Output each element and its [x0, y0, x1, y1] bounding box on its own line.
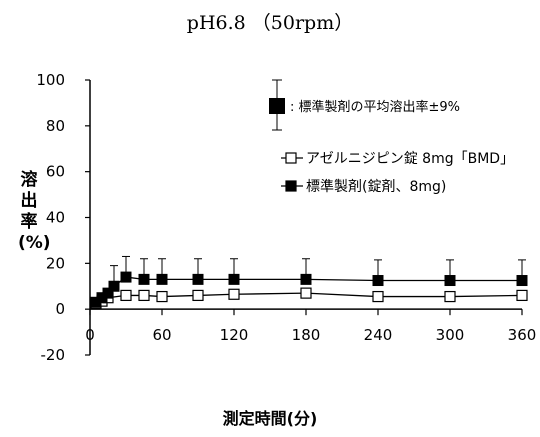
legend-test-label: アゼルニジピン錠 8mg「BMD」 [306, 151, 514, 167]
data-point-test [193, 290, 203, 300]
legend-errorbar-label: : 標準製剤の平均溶出率±9% [290, 99, 460, 115]
y-tick-label: 0 [55, 300, 65, 318]
data-point-reference [121, 272, 131, 282]
data-point-test [229, 289, 239, 299]
y-tick-label: 40 [46, 209, 65, 227]
data-point-reference [157, 274, 167, 284]
data-point-reference [109, 281, 119, 291]
y-tick-label: 100 [36, 71, 65, 89]
y-tick-label: -20 [41, 346, 66, 364]
legend-reference-label: 標準製剤(錠剤、8mg) [306, 179, 446, 195]
legend-reference-marker [286, 181, 296, 191]
data-point-reference [139, 274, 149, 284]
x-tick-label: 60 [152, 326, 171, 344]
data-point-test [373, 292, 383, 302]
data-point-reference [373, 276, 383, 286]
x-tick-label: 120 [220, 326, 249, 344]
data-point-reference [193, 274, 203, 284]
x-tick-label: 360 [508, 326, 537, 344]
data-point-reference [517, 276, 527, 286]
y-tick-label: 20 [46, 254, 65, 272]
data-point-test [139, 290, 149, 300]
data-point-reference [445, 276, 455, 286]
data-point-reference [301, 274, 311, 284]
data-point-test [301, 288, 311, 298]
y-tick-label: 60 [46, 163, 65, 181]
data-point-test [445, 292, 455, 302]
legend-test-marker [286, 153, 296, 163]
data-point-test [517, 290, 527, 300]
data-point-test [121, 290, 131, 300]
data-point-reference [229, 274, 239, 284]
x-tick-label: 0 [85, 326, 95, 344]
data-point-test [157, 292, 167, 302]
x-tick-label: 240 [364, 326, 393, 344]
legend-errorbar-marker [269, 98, 285, 114]
x-tick-label: 180 [292, 326, 321, 344]
y-tick-label: 80 [46, 117, 65, 135]
x-tick-label: 300 [436, 326, 465, 344]
